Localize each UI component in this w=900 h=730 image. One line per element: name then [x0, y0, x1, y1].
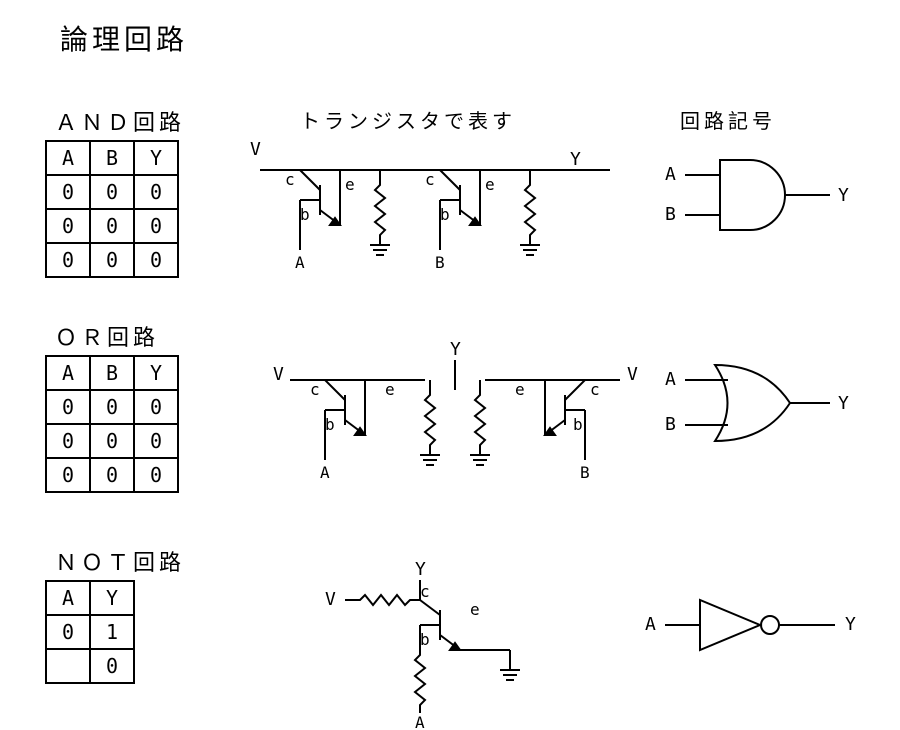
not-th-y: Y — [90, 581, 134, 615]
and-th-a: A — [46, 141, 90, 175]
or-t1-c: c — [310, 380, 320, 399]
and-out-y: Y — [570, 149, 581, 170]
not-gate-symbol: A Y — [640, 580, 880, 680]
or-sym-y: Y — [838, 393, 849, 414]
and-t1-c: c — [285, 170, 295, 189]
not-r1c0 — [46, 649, 90, 683]
or-r0c1: 0 — [90, 390, 134, 424]
not-v: V — [325, 589, 336, 610]
and-sym-a: A — [665, 164, 676, 185]
and-in-a: A — [295, 253, 305, 272]
or-th-a: A — [46, 356, 90, 390]
and-th-y: Y — [134, 141, 178, 175]
or-out-y: Y — [450, 339, 461, 360]
not-in-a: A — [415, 713, 425, 730]
or-v2: V — [627, 364, 638, 385]
or-v1: V — [273, 364, 284, 385]
or-gate-symbol: A B Y — [660, 355, 880, 475]
and-r2c1: 0 — [90, 243, 134, 277]
or-in-a: A — [320, 463, 330, 482]
and-r1c1: 0 — [90, 209, 134, 243]
not-b: b — [420, 630, 430, 649]
not-transistor-diagram: V c b e Y A — [320, 555, 600, 730]
col-symbol-header: 回路記号 — [680, 105, 776, 134]
or-th-y: Y — [134, 356, 178, 390]
not-r0c1: 1 — [90, 615, 134, 649]
and-t1-b: b — [300, 205, 310, 224]
and-th-b: B — [90, 141, 134, 175]
not-r1c1: 0 — [90, 649, 134, 683]
or-t1-e: e — [385, 380, 395, 399]
not-title: ＮＯＴ回路 — [55, 545, 185, 577]
and-t2-c: c — [425, 170, 435, 189]
and-v-label: V — [250, 139, 261, 160]
and-r2c0: 0 — [46, 243, 90, 277]
or-sym-a: A — [665, 369, 676, 390]
page-title: 論理回路 — [60, 18, 188, 58]
and-sym-y: Y — [838, 185, 849, 206]
and-t2-b: b — [440, 205, 450, 224]
or-r1c2: 0 — [134, 424, 178, 458]
or-t2-c: c — [590, 380, 600, 399]
or-r2c2: 0 — [134, 458, 178, 492]
and-sym-b: B — [665, 204, 676, 225]
or-r2c0: 0 — [46, 458, 90, 492]
and-truth-table: A B Y 0 0 0 0 0 0 0 0 0 — [45, 140, 179, 278]
not-c: c — [420, 582, 430, 601]
or-t1-b: b — [325, 415, 335, 434]
not-sym-a: A — [645, 614, 656, 635]
and-r0c0: 0 — [46, 175, 90, 209]
and-r1c0: 0 — [46, 209, 90, 243]
and-r1c2: 0 — [134, 209, 178, 243]
or-in-b: B — [580, 463, 590, 482]
not-th-a: A — [46, 581, 90, 615]
or-r1c1: 0 — [90, 424, 134, 458]
and-r0c2: 0 — [134, 175, 178, 209]
or-truth-table: A B Y 0 0 0 0 0 0 0 0 0 — [45, 355, 179, 493]
not-r0c0: 0 — [46, 615, 90, 649]
or-t2-b: b — [573, 415, 583, 434]
and-gate-symbol: A B Y — [660, 145, 880, 265]
not-sym-y: Y — [845, 614, 856, 635]
not-e: e — [470, 600, 480, 619]
and-r2c2: 0 — [134, 243, 178, 277]
or-sym-b: B — [665, 414, 676, 435]
and-in-b: B — [435, 253, 445, 272]
or-r0c0: 0 — [46, 390, 90, 424]
and-t1-e: e — [345, 175, 355, 194]
and-title: ＡＮＤ回路 — [55, 105, 185, 137]
or-title: ＯＲ回路 — [55, 320, 159, 352]
or-r0c2: 0 — [134, 390, 178, 424]
not-out-y: Y — [415, 559, 426, 580]
or-r2c1: 0 — [90, 458, 134, 492]
not-truth-table: A Y 0 1 0 — [45, 580, 135, 684]
or-r1c0: 0 — [46, 424, 90, 458]
and-r0c1: 0 — [90, 175, 134, 209]
or-t2-e: e — [515, 380, 525, 399]
or-th-b: B — [90, 356, 134, 390]
and-transistor-diagram: V c b e A c b e B — [240, 130, 640, 300]
or-transistor-diagram: V V Y c b e A c b e — [265, 335, 665, 515]
and-t2-e: e — [485, 175, 495, 194]
